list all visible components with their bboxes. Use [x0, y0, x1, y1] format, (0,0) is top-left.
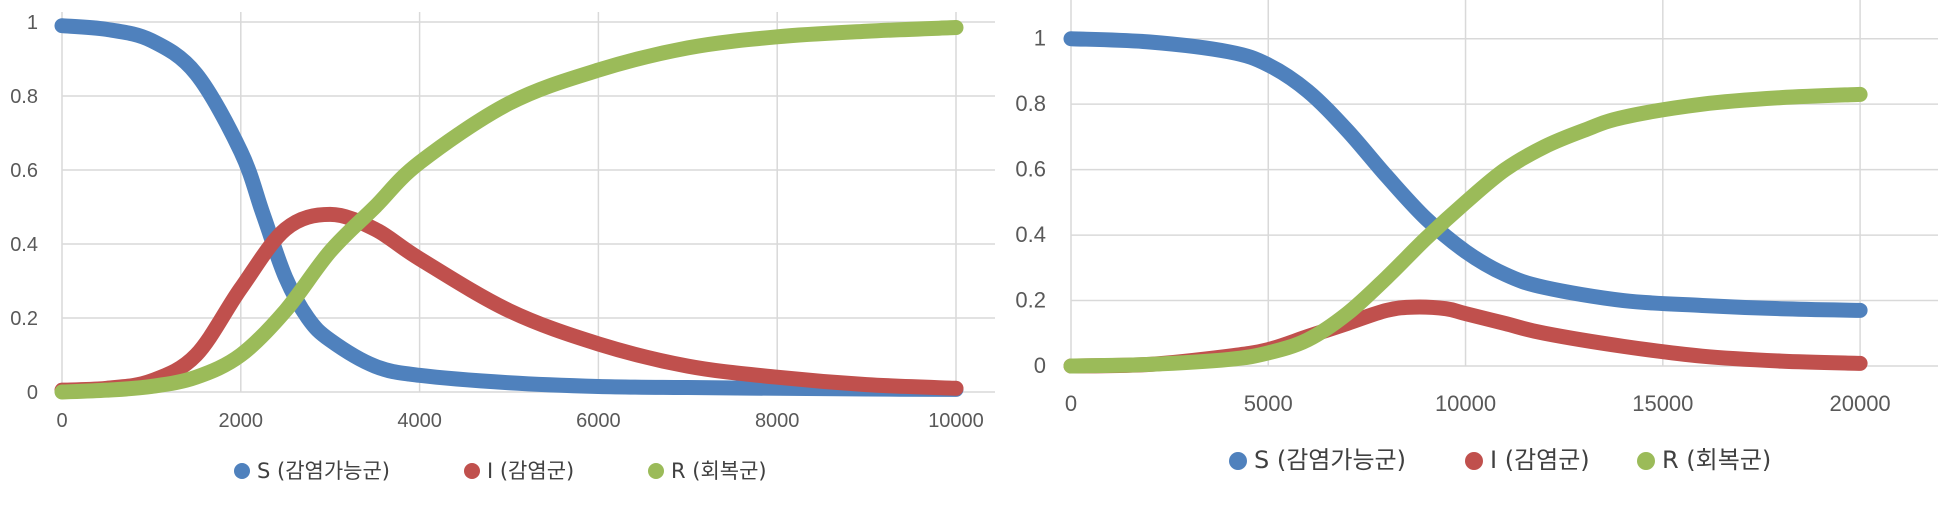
y-tick-label: 0.8 — [10, 86, 38, 108]
chart-1: 0 0.2 0.4 0.6 0.8 1 0 2000 4000 6000 8000 10000 S (감… — [10, 12, 995, 483]
y-tick-label: 0.4 — [1015, 222, 1046, 247]
x-tick-label: 8000 — [755, 410, 800, 432]
x-tick-label: 20000 — [1829, 391, 1890, 416]
legend-swatch — [1465, 452, 1483, 470]
x-tick-label: 5000 — [1244, 391, 1293, 416]
legend-swatch — [1229, 452, 1247, 470]
y-tick-label: 0.6 — [10, 160, 38, 182]
y-tick-label: 0.4 — [10, 234, 38, 256]
y-tick-label: 1 — [27, 12, 38, 34]
y-tick-label: 0.2 — [1015, 288, 1046, 313]
legend-label: R (회복군) — [671, 459, 767, 483]
x-tick-label: 15000 — [1632, 391, 1693, 416]
series-line-s — [54, 18, 964, 397]
legend-label: S (감염가능군) — [1254, 446, 1406, 474]
legend-label: R (회복군) — [1662, 446, 1771, 474]
x-tick-label: 0 — [56, 410, 67, 432]
legend-swatch — [648, 463, 664, 479]
x-tick-label: 10000 — [1435, 391, 1496, 416]
y-tick-label: 1 — [1034, 26, 1046, 51]
legend-label: I (감염군) — [1490, 446, 1590, 474]
series-line-s — [1063, 31, 1868, 318]
y-tick-label: 0 — [1034, 353, 1046, 378]
x-tick-label: 6000 — [576, 410, 621, 432]
y-tick-label: 0 — [27, 382, 38, 404]
legend-swatch — [1637, 452, 1655, 470]
chart-2: 0 0.2 0.4 0.6 0.8 1 0 5000 10000 15000 20000 S (감염가… — [1015, 0, 1938, 474]
legend-label: S (감염가능군) — [257, 459, 390, 483]
x-tick-label: 10000 — [928, 410, 984, 432]
x-tick-label: 0 — [1065, 391, 1077, 416]
x-tick-label: 2000 — [219, 410, 264, 432]
legend-label: I (감염군) — [487, 459, 574, 483]
legend-swatch — [234, 463, 250, 479]
y-tick-label: 0.6 — [1015, 157, 1046, 182]
series-line-r — [1063, 86, 1868, 374]
legend-swatch — [464, 463, 480, 479]
series-line-r — [54, 20, 964, 400]
series-line-i — [54, 206, 964, 398]
y-tick-label: 0.8 — [1015, 91, 1046, 116]
x-tick-label: 4000 — [397, 410, 442, 432]
y-tick-label: 0.2 — [10, 308, 38, 330]
